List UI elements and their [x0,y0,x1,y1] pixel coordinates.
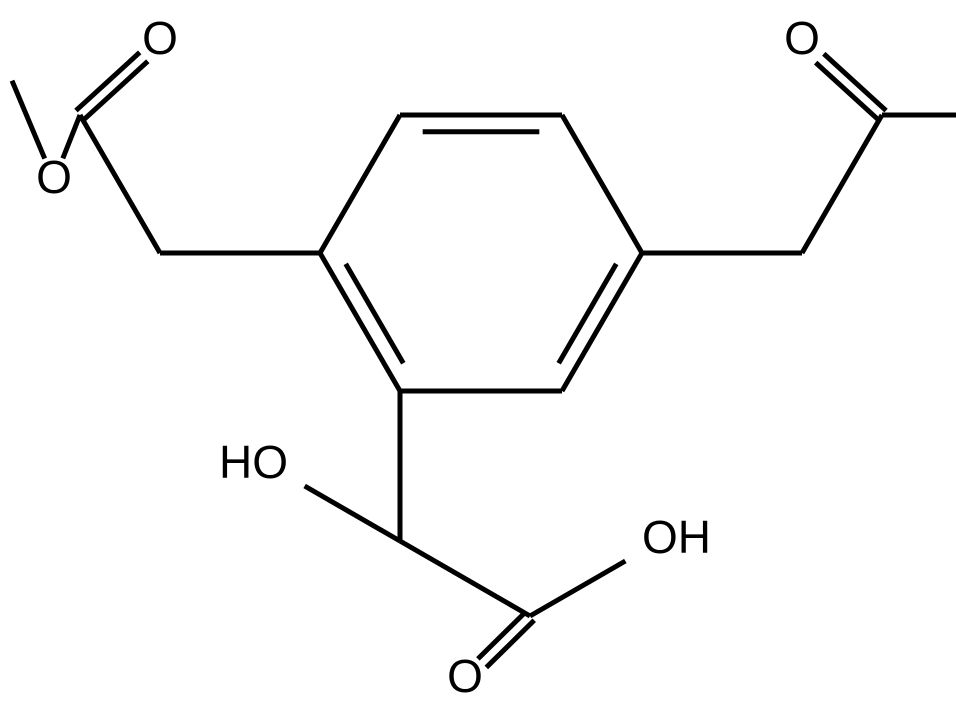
o-ketone-label: O [784,12,820,64]
ring-bond [562,115,642,253]
o-ester-carbonyl-label: O [142,12,178,64]
bond [400,541,530,616]
ring-bond [320,115,400,253]
oh-hydroxyl-label: HO [219,436,288,488]
o-ester-ether-label: O [36,151,72,203]
ring-bond [562,253,642,391]
ring-bond [320,253,400,391]
bond [530,561,625,616]
oh-carboxyl-label: OH [642,511,711,563]
bond [12,81,45,159]
double-bond [816,63,878,120]
bond [305,486,400,541]
molecule-diagram: OOOHOOHO [0,0,956,702]
double-bond [76,52,140,110]
double-bond [84,61,148,119]
o-carboxyl-label: O [447,650,483,702]
bond [802,115,882,253]
bond [80,115,160,253]
double-bond [824,54,886,111]
